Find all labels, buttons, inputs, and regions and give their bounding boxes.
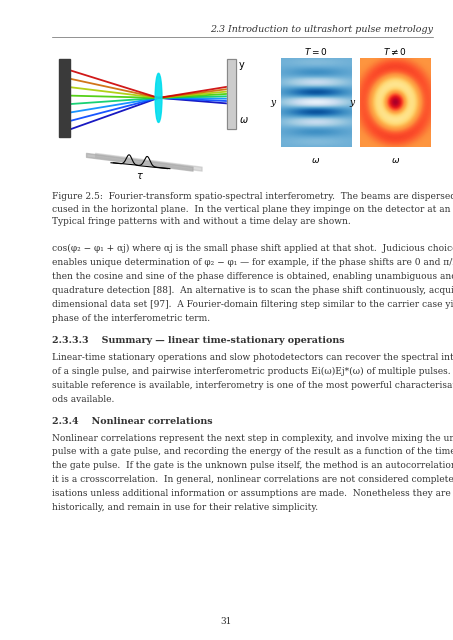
Text: isations unless additional information or assumptions are made.  Nonetheless the: isations unless additional information o… — [52, 490, 453, 499]
Text: 2.3.4    Nonlinear correlations: 2.3.4 Nonlinear correlations — [52, 417, 213, 426]
Text: cos(φ₂ − φ₁ + αj) where αj is the small phase shift applied at that shot.  Judic: cos(φ₂ − φ₁ + αj) where αj is the small … — [52, 244, 453, 253]
Text: $\omega$: $\omega$ — [390, 156, 400, 165]
Text: ods available.: ods available. — [52, 395, 115, 404]
Text: $\omega$: $\omega$ — [311, 156, 321, 165]
Polygon shape — [226, 59, 236, 129]
Text: y: y — [270, 98, 275, 107]
Text: Figure 2.5:  Fourier-transform spatio-spectral interferometry.  The beams are di: Figure 2.5: Fourier-transform spatio-spe… — [52, 192, 453, 226]
Text: 2.3.3.3    Summary — linear time-stationary operations: 2.3.3.3 Summary — linear time-stationary… — [52, 336, 345, 345]
Text: quadrature detection [88].  An alternative is to scan the phase shift continuous: quadrature detection [88]. An alternativ… — [52, 286, 453, 295]
Text: enables unique determination of φ₂ − φ₁ — for example, if the phase shifts are 0: enables unique determination of φ₂ − φ₁ … — [52, 258, 453, 267]
Title: $T \neq 0$: $T \neq 0$ — [383, 47, 407, 57]
Text: pulse with a gate pulse, and recording the energy of the result as a function of: pulse with a gate pulse, and recording t… — [52, 447, 453, 456]
Title: $T = 0$: $T = 0$ — [304, 46, 328, 57]
Text: dimensional data set [97].  A Fourier-domain filtering step similar to the carri: dimensional data set [97]. A Fourier-dom… — [52, 300, 453, 309]
Text: Linear-time stationary operations and slow photodetectors can recover the spectr: Linear-time stationary operations and sl… — [52, 353, 453, 362]
Text: y: y — [239, 60, 245, 70]
Text: historically, and remain in use for their relative simplicity.: historically, and remain in use for thei… — [52, 504, 318, 513]
Text: $\omega$: $\omega$ — [239, 115, 249, 125]
Text: Nonlinear correlations represent the next step in complexity, and involve mixing: Nonlinear correlations represent the nex… — [52, 433, 453, 442]
Text: of a single pulse, and pairwise interferometric products Ei(ω)Ej*(ω) of multiple: of a single pulse, and pairwise interfer… — [52, 367, 453, 376]
Text: y: y — [349, 98, 355, 107]
Text: the gate pulse.  If the gate is the unknown pulse itself, the method is an autoc: the gate pulse. If the gate is the unkno… — [52, 461, 453, 470]
Text: $\tau$: $\tau$ — [136, 172, 144, 182]
Text: 31: 31 — [221, 617, 232, 626]
Text: it is a crosscorrelation.  In general, nonlinear correlations are not considered: it is a crosscorrelation. In general, no… — [52, 476, 453, 484]
Polygon shape — [59, 59, 70, 137]
Text: phase of the interferometric term.: phase of the interferometric term. — [52, 314, 210, 323]
Text: then the cosine and sine of the phase difference is obtained, enabling unambiguo: then the cosine and sine of the phase di… — [52, 272, 453, 281]
Ellipse shape — [155, 74, 162, 122]
Text: 2.3 Introduction to ultrashort pulse metrology: 2.3 Introduction to ultrashort pulse met… — [210, 25, 433, 34]
Text: suitable reference is available, interferometry is one of the most powerful char: suitable reference is available, interfe… — [52, 381, 453, 390]
